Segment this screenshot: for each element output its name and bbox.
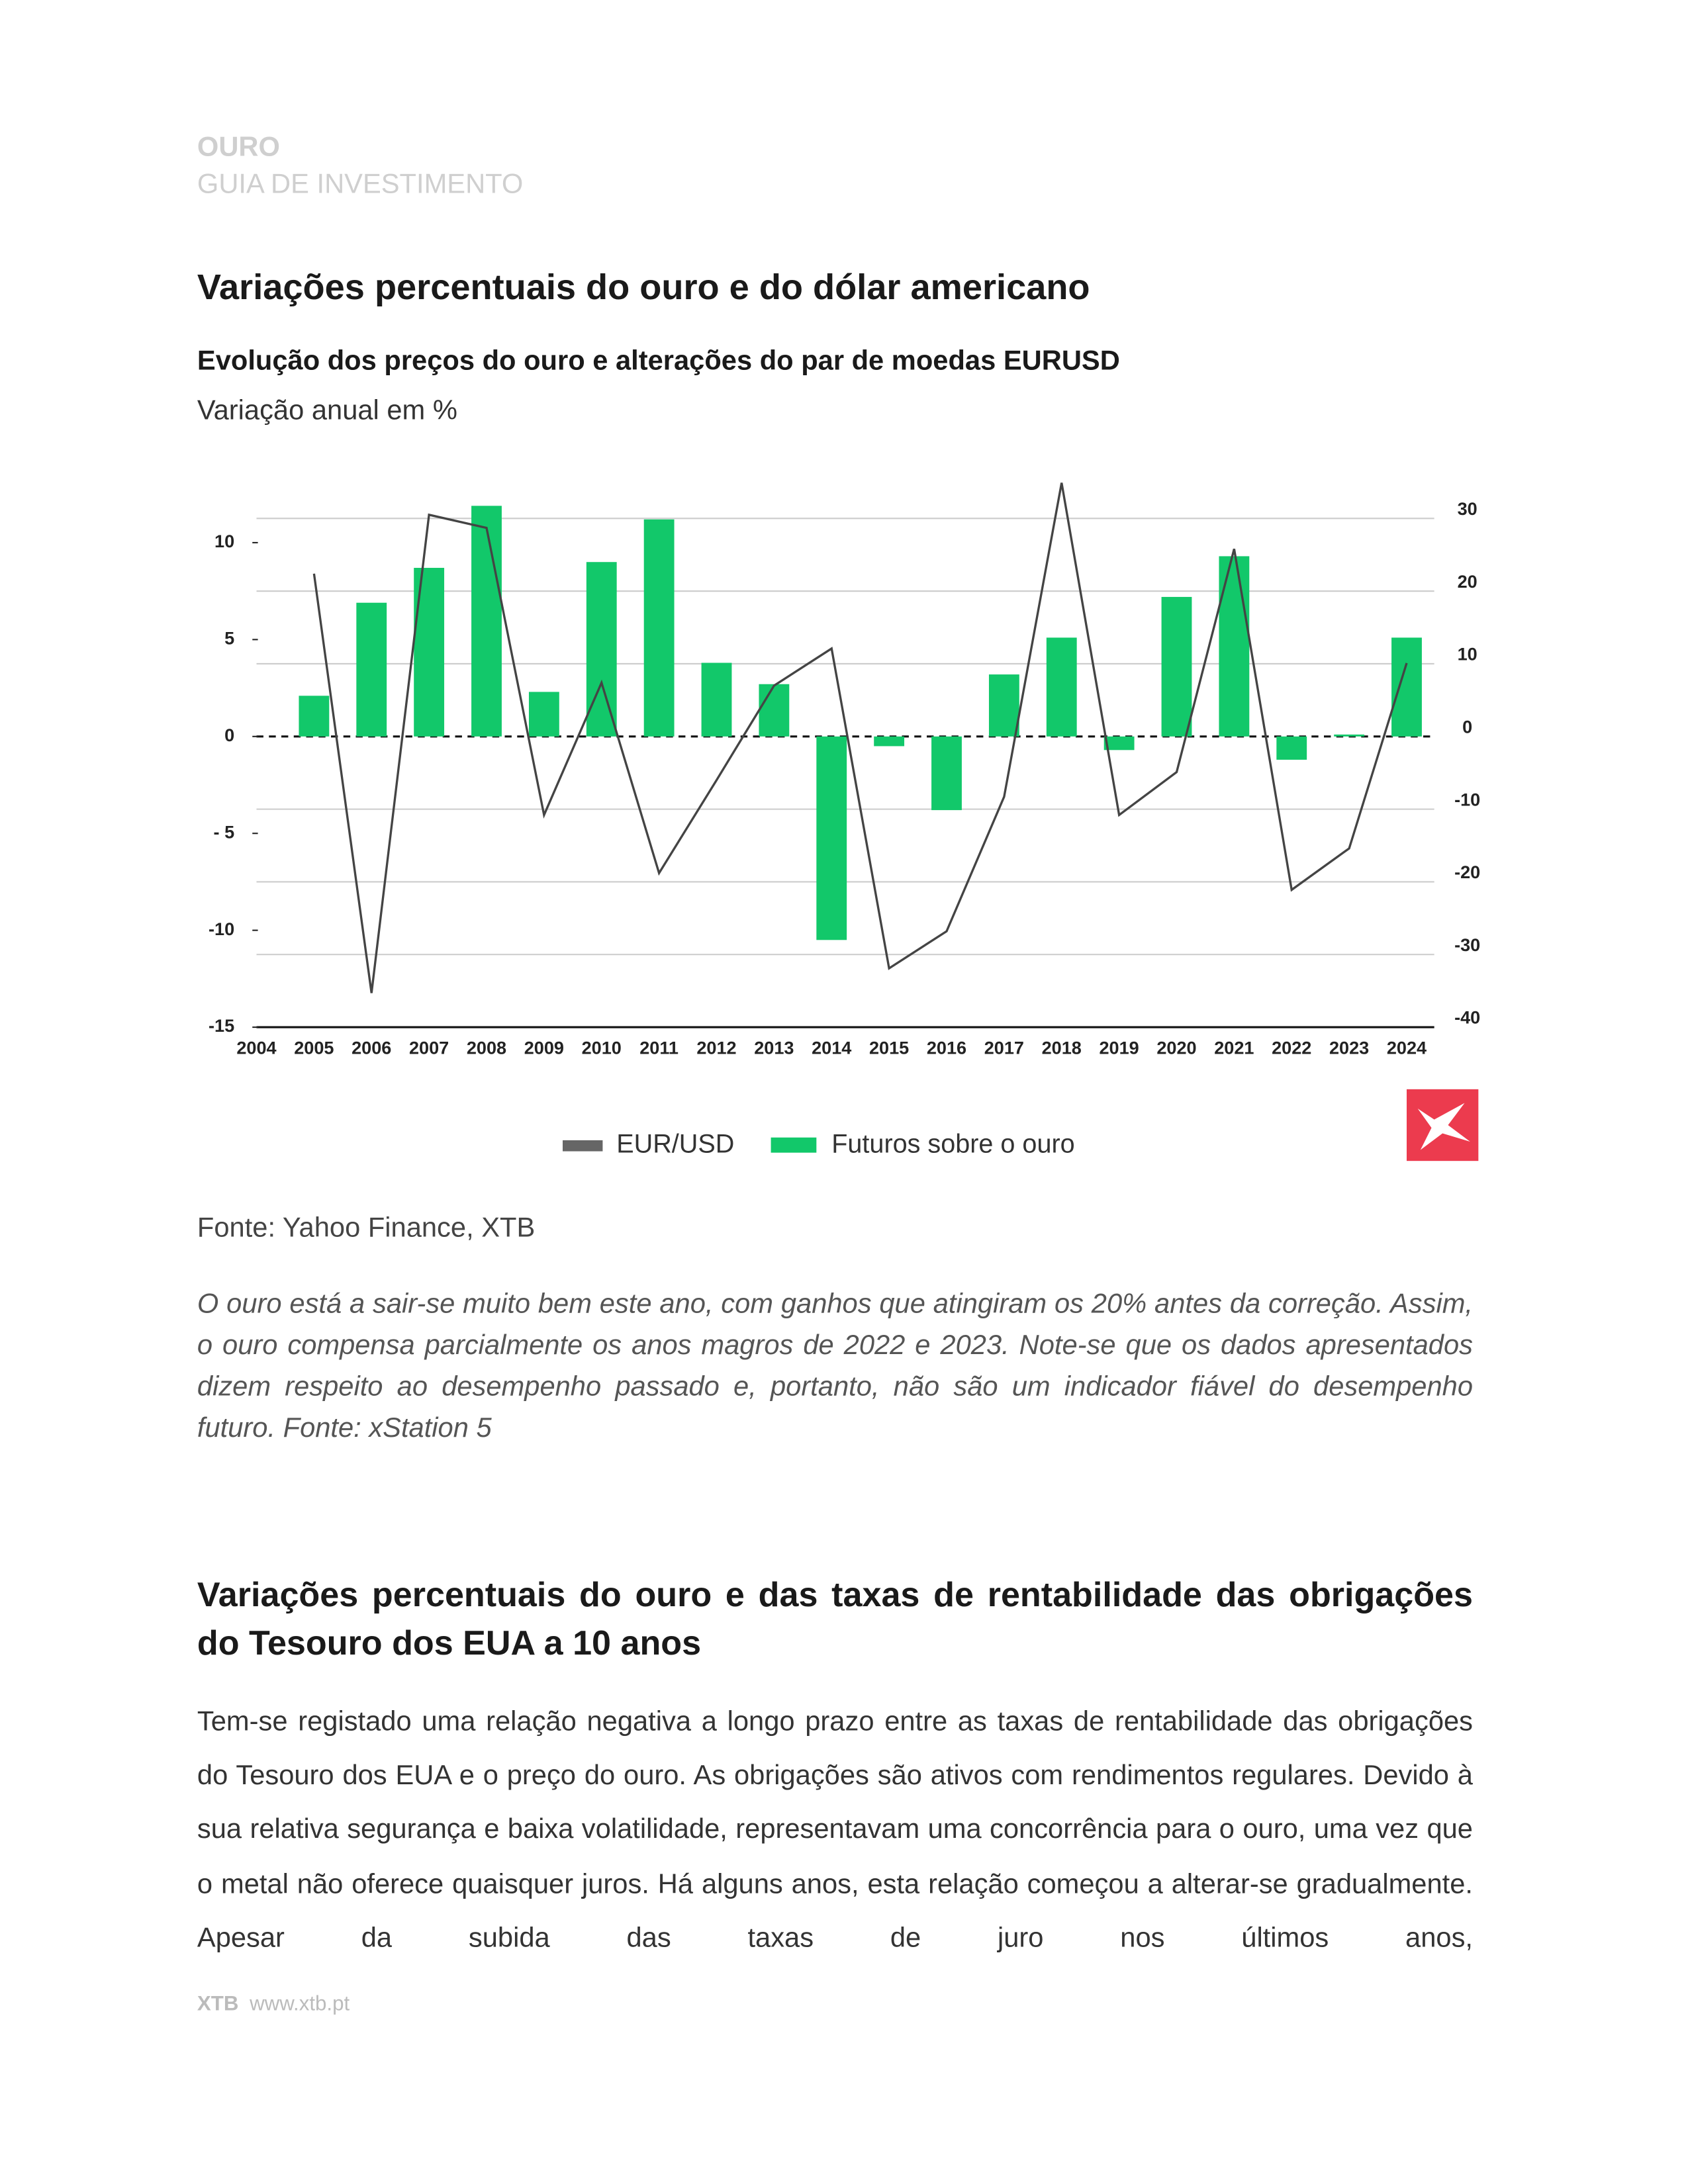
- x-tick-label: 2012: [696, 1038, 736, 1058]
- x-tick-label: 2018: [1042, 1038, 1082, 1058]
- bar: [816, 736, 847, 940]
- heading: Variações percentuais do ouro e do dólar…: [197, 266, 1090, 308]
- legend-label: EUR/USD: [616, 1130, 734, 1159]
- x-tick-label: 2004: [236, 1038, 276, 1058]
- footer: XTB www.xtb.pt: [197, 1992, 1473, 2015]
- x-tick-label: 2019: [1099, 1038, 1139, 1058]
- footer-brand: XTB: [197, 1992, 239, 2016]
- doc-subtitle: GUIA DE INVESTIMENTO: [197, 169, 524, 201]
- bar: [988, 674, 1019, 737]
- bar: [414, 568, 445, 737]
- y-tick-label: 5: [224, 628, 234, 649]
- x-tick-label: 2017: [984, 1038, 1024, 1058]
- x-tick-label: 2020: [1156, 1038, 1196, 1058]
- y2-tick-label: 10: [1458, 644, 1477, 664]
- y2-tick-label: -20: [1454, 862, 1480, 882]
- x-tick-label: 2022: [1272, 1038, 1311, 1058]
- x-tick-label: 2011: [639, 1038, 679, 1058]
- chart-title: Evolução dos preços do ouro e alterações…: [197, 345, 1120, 377]
- x-tick-label: 2016: [927, 1038, 966, 1058]
- bar: [1046, 637, 1077, 737]
- line: [312, 482, 1408, 993]
- x-tick-label: 2013: [754, 1038, 794, 1058]
- bar: [1334, 734, 1365, 737]
- bar: [759, 684, 790, 737]
- legend-label: Futuros sobre o ouro: [831, 1130, 1074, 1159]
- x-tick-label: 2005: [294, 1038, 334, 1058]
- x-tick-label: 2014: [812, 1038, 851, 1058]
- y-tick-label: -15: [209, 1015, 234, 1036]
- x-tick-label: 2023: [1329, 1038, 1369, 1058]
- source: Fonte: Yahoo Finance, XTB: [197, 1213, 536, 1244]
- x-tick-label: 2008: [467, 1038, 506, 1058]
- y-tick-label: 10: [214, 531, 234, 551]
- bar: [471, 506, 502, 737]
- bar: [586, 562, 617, 737]
- y2-tick-label: -40: [1454, 1007, 1480, 1028]
- y-tick-label: -10: [209, 919, 234, 939]
- section-heading: Variações percentuais do ouro e das taxa…: [197, 1576, 1474, 1663]
- bar: [299, 696, 330, 737]
- bar: [701, 662, 732, 737]
- y2-tick-label: -30: [1454, 934, 1480, 955]
- chart-subtitle: Variação anual em %: [197, 395, 457, 426]
- y-tick-label: 0: [224, 725, 234, 745]
- bar: [1103, 736, 1135, 751]
- legend-swatch: [562, 1140, 603, 1152]
- logo-mark: [1417, 1103, 1470, 1150]
- caption: O ouro está a sair-se muito bem este ano…: [197, 1289, 1474, 1444]
- y2-tick-label: 30: [1458, 498, 1477, 519]
- y-tick-label: - 5: [214, 821, 235, 842]
- y2-tick-label: 0: [1462, 716, 1472, 737]
- bar: [643, 519, 675, 737]
- bar: [874, 736, 905, 747]
- x-tick-label: 2024: [1387, 1038, 1427, 1058]
- x-tick-label: 2021: [1214, 1038, 1254, 1058]
- bar: [1161, 596, 1192, 737]
- y2-tick-label: -10: [1454, 789, 1480, 809]
- x-tick-label: 2010: [582, 1038, 622, 1058]
- x-tick-label: 2007: [409, 1038, 449, 1058]
- bar: [356, 602, 387, 737]
- bar: [1391, 637, 1422, 737]
- bar: [1219, 556, 1250, 737]
- x-tick-label: 2009: [524, 1038, 564, 1058]
- x-tick-label: 2006: [352, 1038, 391, 1058]
- doc-title: OURO: [197, 132, 280, 163]
- bar: [931, 736, 962, 811]
- y2-tick-label: 20: [1458, 571, 1477, 592]
- x-tick-label: 2015: [869, 1038, 909, 1058]
- bar: [528, 692, 559, 737]
- legend-swatch: [771, 1137, 817, 1153]
- paragraph: Tem-se registado uma relação negativa a …: [197, 1707, 1474, 1954]
- footer-url: www.xtb.pt: [250, 1992, 350, 2016]
- bar: [1276, 736, 1307, 760]
